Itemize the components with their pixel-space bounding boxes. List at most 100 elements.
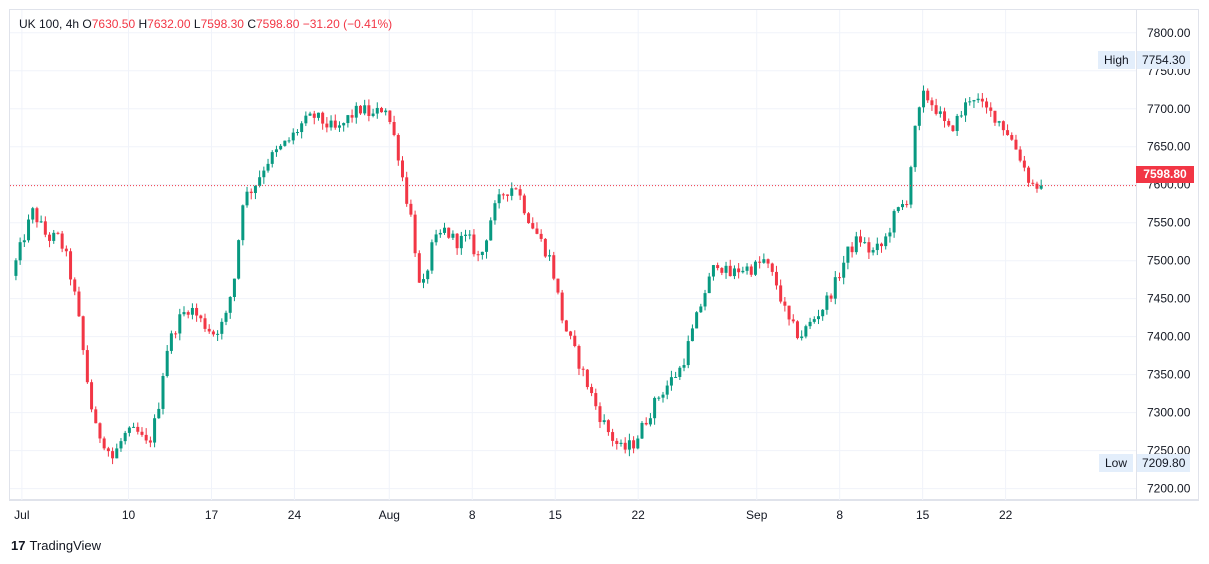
candle-body <box>337 125 341 128</box>
candle-body <box>804 326 808 337</box>
candle-body <box>472 234 476 255</box>
candle-body <box>640 422 644 439</box>
time-axis[interactable] <box>9 500 1199 529</box>
candle-body <box>972 100 976 102</box>
candle-body <box>69 251 73 280</box>
candle-body <box>400 160 404 178</box>
candle-body <box>430 242 434 271</box>
candle-body <box>1031 182 1035 184</box>
candle-body <box>186 312 190 315</box>
candle-body <box>476 254 480 256</box>
low-marker-label: Low <box>1099 454 1134 472</box>
candle-body <box>56 232 60 234</box>
candle-body <box>791 319 795 322</box>
price-axis[interactable] <box>1136 9 1200 500</box>
candle-body <box>737 268 741 273</box>
candle-body <box>682 365 686 368</box>
candle-body <box>253 185 257 194</box>
candle-body <box>892 211 896 233</box>
time-tick-label: 15 <box>549 508 563 522</box>
candle-body <box>354 105 358 118</box>
candle-body <box>157 408 161 419</box>
candle-body <box>375 107 379 114</box>
candle-body <box>220 321 224 334</box>
candle-body <box>829 295 833 299</box>
candle-body <box>539 233 543 239</box>
candle-body <box>569 331 573 336</box>
candle-body <box>333 120 337 128</box>
price-tick-label: 7650.00 <box>1147 140 1191 154</box>
candle-body <box>858 236 862 243</box>
candle-body <box>535 228 539 234</box>
candle-body <box>581 368 585 370</box>
candle-body <box>279 145 283 150</box>
candle-body <box>888 232 892 237</box>
legend-high: 7632.00 <box>147 17 191 31</box>
candle-body <box>997 121 1001 123</box>
candle-body <box>585 369 589 388</box>
candle-body <box>426 270 430 280</box>
candle-body <box>178 314 182 334</box>
candle-body <box>686 341 690 366</box>
candle-body <box>270 152 274 164</box>
candle-body <box>913 125 917 168</box>
candle-body <box>615 440 619 444</box>
time-tick-label: 17 <box>205 508 219 522</box>
candle-body <box>43 221 47 235</box>
price-tick-label: 7400.00 <box>1147 330 1191 344</box>
candle-body <box>379 107 383 113</box>
candle-body <box>875 243 879 251</box>
time-tick-label: Sep <box>746 508 768 522</box>
candle-body <box>346 115 350 124</box>
candle-body <box>18 242 22 261</box>
candle-body <box>522 195 526 214</box>
candle-body <box>959 115 963 117</box>
candle-body <box>274 149 278 153</box>
last-price-badge: 7598.80 <box>1136 166 1194 183</box>
candle-body <box>31 208 35 220</box>
candle-body <box>363 105 367 114</box>
candle-body <box>489 220 493 241</box>
legend-high-label: H <box>138 17 148 31</box>
candle-body <box>1014 139 1018 150</box>
candle-body <box>556 278 560 293</box>
candle-body <box>985 101 989 108</box>
candle-body <box>821 309 825 317</box>
price-tick-label: 7550.00 <box>1147 216 1191 230</box>
candle-body <box>262 170 266 178</box>
candle-body <box>207 328 211 332</box>
legend-interval: 4h <box>65 17 80 31</box>
candle-body <box>148 440 152 443</box>
legend-close: 7598.80 <box>255 17 300 31</box>
candle-body <box>619 442 623 444</box>
candle-body <box>1018 149 1022 161</box>
candle-body <box>871 250 875 253</box>
candle-body <box>850 246 854 253</box>
tradingview-brand[interactable]: 17 TradingView <box>11 538 101 553</box>
candle-body <box>531 223 535 229</box>
candle-body <box>329 120 333 128</box>
candle-body <box>73 279 77 292</box>
candle-body <box>627 440 631 450</box>
candle-body <box>195 307 199 316</box>
candle-body <box>447 227 451 238</box>
candle-body <box>203 318 207 329</box>
candle-body <box>90 382 94 410</box>
time-tick-label: Jul <box>14 508 29 522</box>
candle-body <box>964 102 968 116</box>
candle-body <box>308 113 312 116</box>
price-tick-label: 7700.00 <box>1147 102 1191 116</box>
candle-body <box>64 248 68 252</box>
tradingview-logo-icon: 17 <box>11 538 26 553</box>
candle-body <box>648 418 652 425</box>
candle-body <box>464 234 468 236</box>
candle-body <box>422 279 426 283</box>
candle-body <box>766 259 770 264</box>
candle-body <box>455 233 459 249</box>
candle-body <box>371 113 375 116</box>
candle-body <box>917 107 921 126</box>
candle-body <box>241 205 245 241</box>
candle-body <box>396 135 400 161</box>
candle-body <box>968 101 972 103</box>
